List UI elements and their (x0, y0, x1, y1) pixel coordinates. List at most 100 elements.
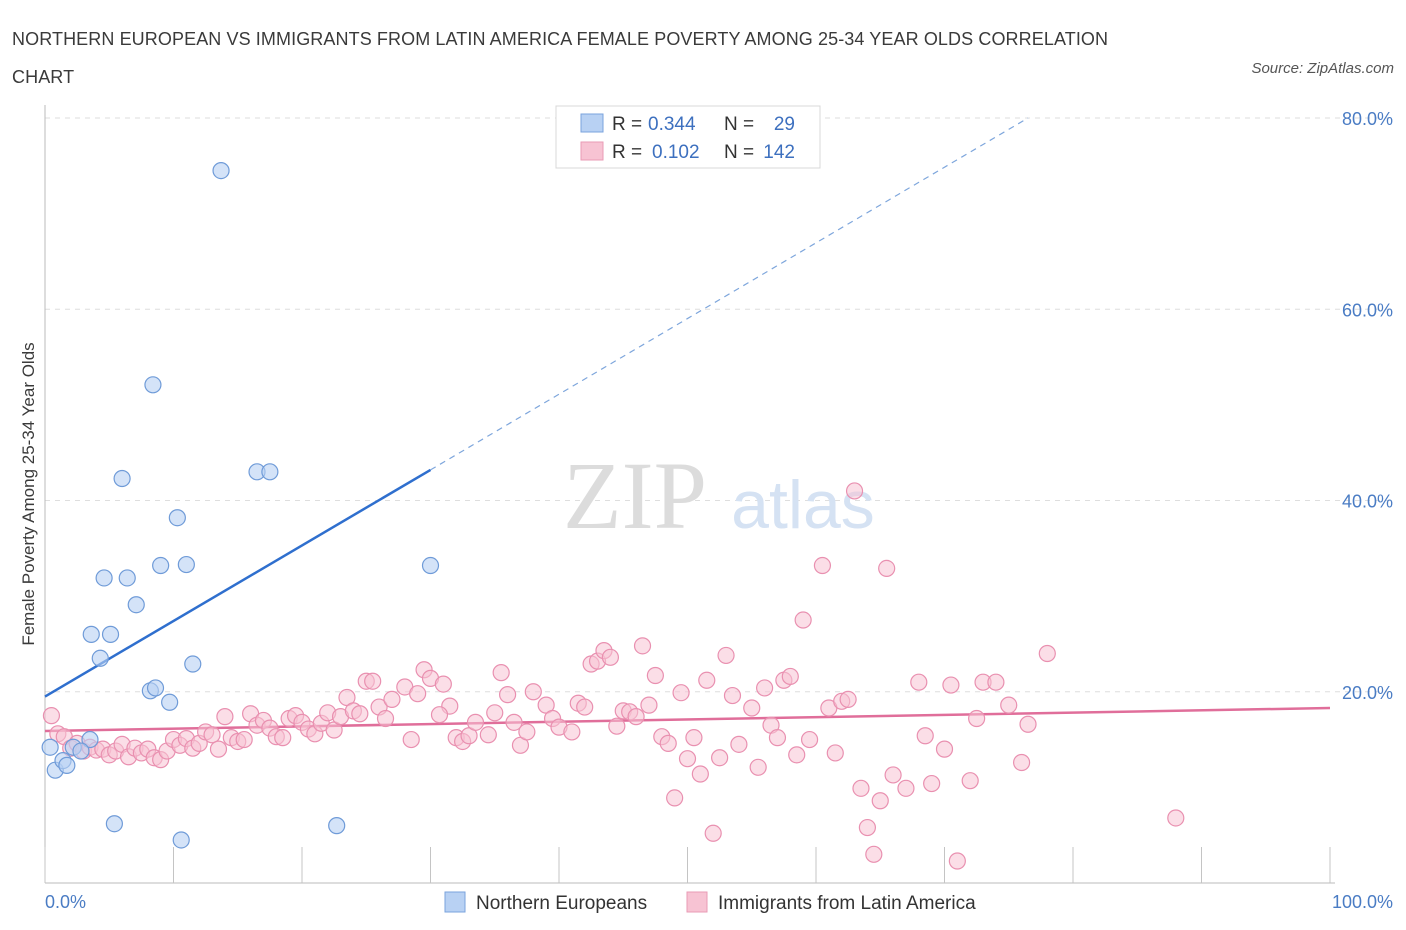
point-immigrants-latin-america (492, 664, 510, 682)
point-immigrants-latin-america (897, 779, 915, 797)
point-northern-europeans (168, 509, 186, 527)
grid-lines (45, 117, 1390, 693)
legend-blue-swatch (580, 113, 604, 133)
point-immigrants-latin-america (923, 774, 941, 793)
point-immigrants-latin-america (743, 699, 761, 717)
point-immigrants-latin-america (666, 789, 684, 807)
point-immigrants-latin-america (209, 740, 228, 758)
legend-r-label-blue: R = (612, 114, 642, 135)
point-immigrants-latin-america (871, 792, 889, 810)
legend-r-label-pink: R = (612, 142, 642, 163)
point-northern-europeans (82, 625, 100, 643)
point-northern-europeans (95, 569, 113, 587)
point-immigrants-latin-america (563, 723, 581, 741)
x-tick-label: 0.0% (45, 892, 86, 912)
series-northern-europeans (41, 161, 440, 849)
point-immigrants-latin-america (865, 845, 883, 863)
point-immigrants-latin-america (351, 705, 369, 723)
point-immigrants-latin-america (640, 696, 658, 714)
point-immigrants-latin-america (813, 556, 832, 575)
point-immigrants-latin-america (499, 686, 517, 704)
point-northern-europeans (113, 469, 131, 488)
point-northern-europeans (91, 649, 109, 667)
point-immigrants-latin-america (659, 734, 677, 752)
watermark: ZIP atlas (563, 442, 875, 549)
bottom-legend-blue-swatch (444, 891, 466, 913)
top-legend: R = 0.344 N = 29 R = 0.102 N = 142 (555, 105, 821, 169)
point-immigrants-latin-america (826, 744, 844, 762)
watermark-zip: ZIP (563, 442, 707, 549)
point-immigrants-latin-america (794, 611, 812, 629)
point-immigrants-latin-america (486, 704, 504, 722)
point-immigrants-latin-america (678, 750, 697, 768)
bottom-legend-northern-europeans: Northern Europeans (476, 893, 647, 914)
trend-lines (44, 117, 1331, 733)
point-immigrants-latin-america (434, 675, 452, 693)
point-immigrants-latin-america (698, 671, 716, 689)
y-axis-label: Female Poverty Among 25-34 Year Olds (19, 342, 38, 645)
y-tick-labels: 20.0% 40.0% 60.0% 80.0% (1342, 109, 1393, 703)
point-northern-europeans (152, 556, 170, 575)
point-northern-europeans (328, 817, 346, 835)
bottom-legend-immigrants-latin-america: Immigrants from Latin America (718, 893, 976, 914)
point-northern-europeans (184, 655, 202, 673)
point-immigrants-latin-america (518, 723, 536, 741)
point-immigrants-latin-america (505, 713, 523, 731)
point-immigrants-latin-america (768, 729, 787, 747)
trend-line-northern-europeans (44, 468, 432, 698)
point-northern-europeans (146, 679, 165, 697)
y-tick-label: 80.0% (1342, 109, 1393, 129)
point-immigrants-latin-america (730, 735, 748, 753)
point-immigrants-latin-america (910, 673, 928, 691)
chart-source: Source: ZipAtlas.com (1251, 60, 1394, 77)
point-northern-europeans (101, 625, 120, 643)
point-northern-europeans (105, 815, 123, 833)
point-immigrants-latin-america (948, 852, 966, 870)
point-immigrants-latin-america (845, 482, 864, 500)
point-immigrants-latin-america (627, 708, 645, 726)
point-immigrants-latin-america (524, 683, 542, 701)
point-immigrants-latin-america (935, 740, 954, 758)
point-immigrants-latin-america (942, 676, 960, 694)
point-immigrants-latin-america (409, 685, 427, 703)
y-tick-label: 60.0% (1342, 300, 1393, 320)
legend-pink-swatch (580, 141, 604, 161)
point-immigrants-latin-america (723, 686, 742, 705)
legend-r-value-blue: 0.344 (648, 114, 696, 135)
point-northern-europeans (161, 693, 179, 711)
point-immigrants-latin-america (717, 646, 735, 665)
y-tick-label: 20.0% (1342, 683, 1393, 703)
point-northern-europeans (81, 730, 99, 749)
point-immigrants-latin-america (755, 679, 774, 697)
point-immigrants-latin-america (884, 766, 902, 784)
point-northern-europeans (421, 556, 440, 575)
point-immigrants-latin-america (430, 706, 449, 724)
trend-line-extension-northern-europeans (430, 117, 1029, 471)
legend-n-value-pink: 142 (763, 142, 795, 163)
point-immigrants-latin-america (633, 637, 652, 655)
legend-n-label-pink: N = (724, 142, 754, 163)
point-immigrants-latin-america (961, 772, 979, 790)
point-immigrants-latin-america (691, 765, 709, 783)
point-northern-europeans (172, 831, 190, 849)
point-northern-europeans (212, 161, 230, 180)
x-tick-labels: 0.0% 100.0% (45, 892, 1393, 912)
y-tick-label: 40.0% (1342, 492, 1393, 512)
point-immigrants-latin-america (601, 648, 620, 666)
point-immigrants-latin-america (576, 698, 594, 716)
legend-n-value-blue: 29 (774, 114, 795, 135)
point-immigrants-latin-america (1019, 715, 1037, 733)
point-northern-europeans (118, 569, 136, 587)
point-immigrants-latin-america (672, 684, 690, 702)
point-immigrants-latin-america (839, 690, 857, 709)
chart-title: NORTHERN EUROPEAN VS IMMIGRANTS FROM LAT… (12, 29, 1109, 87)
point-immigrants-latin-america (479, 726, 497, 744)
point-northern-europeans (41, 738, 59, 756)
point-northern-europeans (261, 463, 279, 481)
legend-r-value-pink: 0.102 (652, 142, 700, 163)
point-northern-europeans (144, 376, 162, 394)
point-immigrants-latin-america (42, 707, 61, 725)
point-immigrants-latin-america (1012, 753, 1031, 772)
point-immigrants-latin-america (383, 690, 401, 709)
